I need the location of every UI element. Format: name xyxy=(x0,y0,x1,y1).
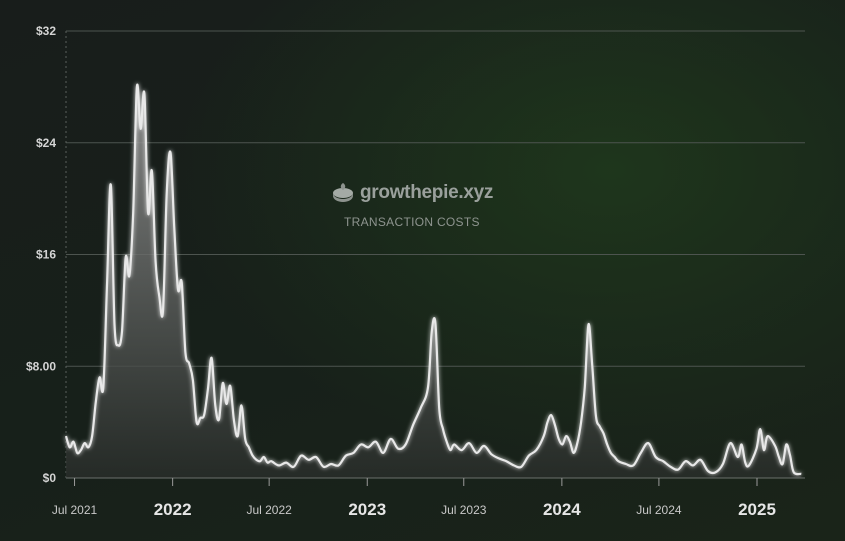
cost-line xyxy=(64,83,802,476)
x-tick-label: Jul 2021 xyxy=(52,503,98,517)
y-tick-label: $16 xyxy=(36,248,56,262)
x-tick-label: Jul 2022 xyxy=(246,503,292,517)
x-tick-label: Jul 2024 xyxy=(636,503,682,517)
y-tick-label: $32 xyxy=(36,24,56,38)
x-tick-label: 2024 xyxy=(543,500,581,519)
y-tick-label: $8.00 xyxy=(26,359,56,373)
x-tick-label: Jul 2023 xyxy=(441,503,487,517)
x-tick-label: 2023 xyxy=(348,500,386,519)
y-axis-labels: $0 $8.00 $16 $24 $32 xyxy=(26,24,56,485)
x-tick-label: 2025 xyxy=(738,500,776,519)
y-tick-label: $24 xyxy=(36,136,56,150)
y-tick-label: $0 xyxy=(43,471,57,485)
x-tick-label: 2022 xyxy=(154,500,192,519)
x-axis: Jul 2021 2022 Jul 2022 2023 Jul 2023 2024 Jul … xyxy=(52,477,805,519)
